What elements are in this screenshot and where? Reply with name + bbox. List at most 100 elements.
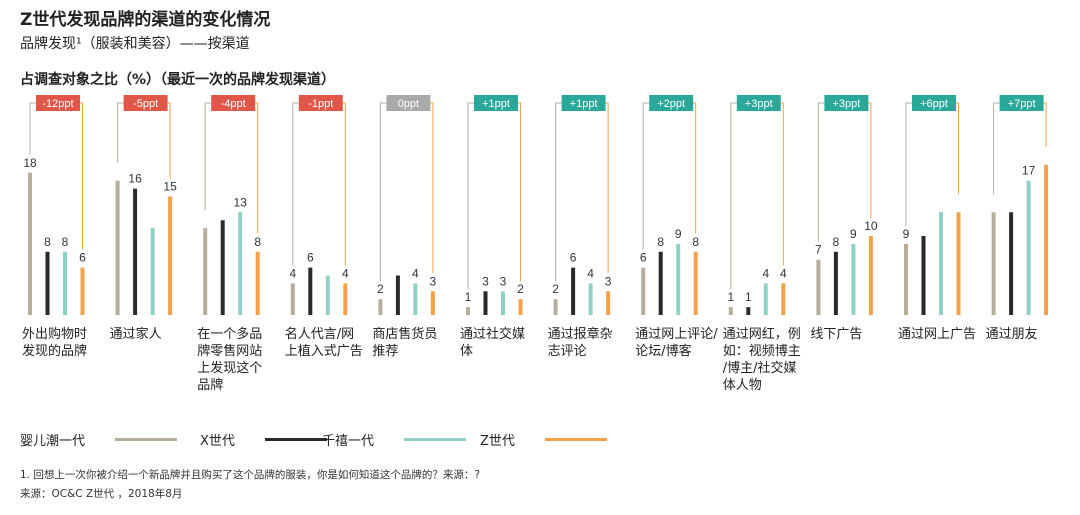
- bracket-line-left: [379, 102, 387, 282]
- change-badge-label: 0ppt: [398, 98, 419, 110]
- category-label: 通过网上广告: [898, 326, 990, 343]
- bracket-line-left: [117, 102, 124, 163]
- category-label: 通过网上评论/论坛/博客: [635, 326, 727, 360]
- category-label-line: 品牌: [197, 378, 224, 393]
- value-label: 4: [412, 266, 419, 280]
- bracket-line-right: [956, 102, 959, 195]
- change-badge: [386, 95, 431, 111]
- category-label-line: 志评论: [547, 344, 587, 359]
- category-label-line: 通过社交媒: [460, 327, 526, 342]
- category-label-line: 通过网上评论/: [635, 327, 718, 342]
- value-label: 18: [23, 156, 37, 170]
- change-badge: [211, 95, 256, 111]
- bracket-line-left: [467, 102, 474, 290]
- category-label-line: 通过网红，例: [722, 327, 801, 342]
- category-label: 通过家人: [110, 326, 202, 343]
- source-note: 来源：OC&C Z世代 ，2018年8月: [20, 488, 183, 500]
- legend-swatch: [264, 438, 327, 441]
- legend-item-genz: Z世代: [480, 430, 607, 449]
- value-label: 8: [657, 235, 664, 249]
- legend-swatch: [544, 438, 607, 441]
- category-label-line: 外出购物时: [22, 327, 88, 342]
- bracket-line-right: [1043, 102, 1047, 147]
- value-label: 3: [605, 274, 612, 288]
- bracket-line-right: [693, 102, 697, 234]
- y-axis-label: 占调查对象之比（%）（最近一次的品牌发现渠道）: [20, 72, 336, 88]
- change-badge-label: +1ppt: [482, 98, 510, 110]
- category-label-line: /博主/社交媒: [722, 361, 797, 376]
- category-label-line: 名人代言/网: [284, 327, 355, 342]
- category-label-line: 上植入式广告: [284, 344, 363, 359]
- value-label: 2: [377, 282, 384, 296]
- bracket-line-left: [204, 102, 212, 211]
- change-badge-label: +1ppt: [570, 98, 598, 110]
- value-label: 1: [727, 290, 734, 304]
- value-label: 3: [500, 274, 507, 288]
- change-badge-label: +2ppt: [657, 98, 685, 110]
- legend-label: 婴儿潮一代: [20, 434, 86, 449]
- value-label: 1: [465, 290, 472, 304]
- bracket-line-right: [868, 102, 872, 218]
- value-label: 3: [430, 274, 437, 288]
- category-label: 外出购物时 发现的品牌: [22, 326, 114, 360]
- change-badge-label: +7ppt: [1008, 98, 1036, 110]
- value-label: 2: [517, 282, 524, 296]
- change-badge-label: -12ppt: [42, 98, 73, 110]
- category-label-line: 线下广告: [810, 327, 863, 342]
- value-label: 9: [675, 227, 682, 241]
- value-label: 3: [482, 274, 489, 288]
- footnote: 1. 回想上一次你被介绍一个新品牌并且购买了这个品牌的服装，你是如何知道这个品牌…: [20, 469, 480, 481]
- category-label-line: 上发现这个: [197, 361, 263, 376]
- category-label-line: 通过报章杂: [547, 327, 613, 342]
- value-label: 2: [552, 282, 559, 296]
- bracket-line-left: [555, 102, 562, 282]
- bracket-line-right: [255, 102, 259, 234]
- change-badge: [912, 95, 956, 111]
- value-label: 6: [570, 251, 577, 265]
- change-badge: [649, 95, 694, 111]
- category-label: 在一个多品 牌零售网站 上发现这个 品牌: [197, 326, 289, 394]
- change-badge: [298, 95, 343, 111]
- bracket-line-right: [80, 102, 83, 250]
- category-label: 名人代言/网 上植入式广告: [285, 326, 377, 360]
- change-badge-label: -1ppt: [308, 98, 333, 110]
- bracket-line-left: [905, 102, 912, 226]
- category-label-line: 体人物: [722, 378, 762, 393]
- bracket-line-right: [780, 102, 784, 266]
- value-label: 10: [864, 219, 878, 233]
- legend-swatch: [115, 438, 178, 441]
- bracket-line-right: [518, 102, 521, 282]
- bracket-line-right: [342, 102, 346, 266]
- chart-subtitle: 品牌发现¹（服装和美容）——按渠道: [20, 36, 250, 52]
- category-label: 线下广告: [810, 326, 902, 343]
- change-badge: [999, 95, 1044, 111]
- value-label: 15: [163, 180, 177, 194]
- legend-label: 千禧一代: [322, 434, 375, 449]
- change-badge: [736, 95, 781, 111]
- change-badge-label: -4ppt: [221, 98, 246, 110]
- category-label: 商店售货员 推荐: [372, 326, 464, 360]
- change-badge: [824, 95, 869, 111]
- category-label-line: 通过朋友: [985, 327, 1038, 342]
- value-label: 4: [780, 266, 787, 280]
- category-label: 通过网红，例 如：视频博主/博主/社交媒 体人物: [723, 326, 815, 394]
- chart-title: Z世代发现品牌的渠道的变化情况: [20, 10, 271, 30]
- category-label-line: 体: [460, 344, 474, 359]
- category-label-line: 通过家人: [109, 327, 162, 342]
- value-label: 16: [128, 172, 142, 186]
- legend: 婴儿潮一代 X世代 千禧一代 Z世代: [20, 430, 1020, 454]
- value-label: 4: [289, 266, 296, 280]
- bracket-line-left: [817, 102, 825, 242]
- category-label: 通过社交媒体: [460, 326, 552, 360]
- change-badge: [561, 95, 606, 111]
- legend-label: Z世代: [480, 434, 515, 449]
- legend-swatch: [404, 438, 467, 441]
- value-label: 9: [850, 227, 857, 241]
- category-label-line: 论坛/博客: [635, 344, 692, 359]
- category-label: 通过朋友: [986, 326, 1078, 343]
- category-label-line: 推荐: [372, 344, 399, 359]
- bracket-line-right: [605, 102, 609, 274]
- value-label: 9: [903, 227, 910, 241]
- bracket-line-left: [642, 102, 650, 250]
